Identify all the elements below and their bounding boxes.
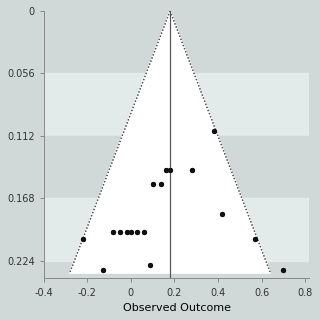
Point <box>189 168 195 173</box>
Point <box>281 267 286 272</box>
Point <box>128 229 133 234</box>
Point <box>117 229 123 234</box>
Point <box>100 267 105 272</box>
Point <box>211 129 216 134</box>
X-axis label: Observed Outcome: Observed Outcome <box>123 303 231 313</box>
Point <box>148 262 153 268</box>
Point <box>124 229 129 234</box>
Point <box>150 181 155 186</box>
Point <box>252 237 258 242</box>
Bar <box>44 136 309 198</box>
Point <box>211 129 216 134</box>
Point <box>135 229 140 234</box>
Point <box>281 267 286 272</box>
Point <box>167 168 172 173</box>
Point <box>80 237 85 242</box>
Point <box>167 168 172 173</box>
Point <box>135 229 140 234</box>
Point <box>159 181 164 186</box>
Point <box>189 168 195 173</box>
Point <box>150 181 155 186</box>
Point <box>159 181 164 186</box>
Bar <box>44 73 309 136</box>
Point <box>148 262 153 268</box>
Point <box>220 211 225 216</box>
Bar <box>44 198 309 260</box>
Point <box>163 168 168 173</box>
Point <box>124 229 129 234</box>
Point <box>80 237 85 242</box>
Point <box>111 229 116 234</box>
Point <box>111 229 116 234</box>
Point <box>141 229 147 234</box>
Point <box>220 211 225 216</box>
Bar <box>44 11 309 73</box>
Point <box>100 267 105 272</box>
Point <box>141 229 147 234</box>
Point <box>128 229 133 234</box>
Point <box>252 237 258 242</box>
Polygon shape <box>70 11 270 273</box>
Point <box>163 168 168 173</box>
Polygon shape <box>70 11 270 273</box>
Point <box>117 229 123 234</box>
